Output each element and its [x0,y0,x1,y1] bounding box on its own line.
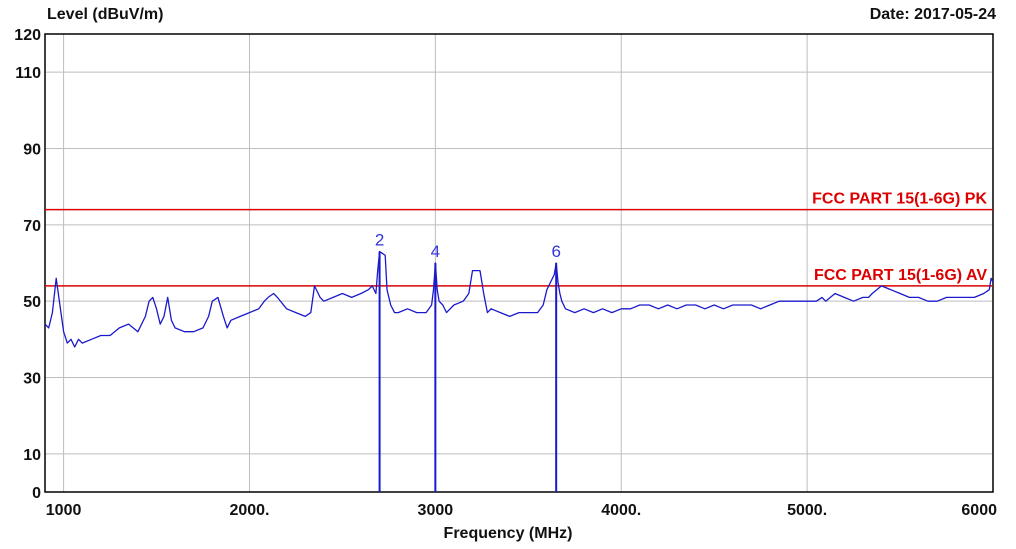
y-tick-label: 110 [15,65,41,82]
y-tick-label: 50 [23,294,41,311]
x-axis-label: Frequency (MHz) [443,525,573,542]
y-tick-label: 0 [32,485,41,502]
x-tick-label: 5000. [787,502,827,519]
marker-drop-lines [378,251,558,492]
limit-lines: FCC PART 15(1-6G) PK FCC PART 15(1-6G) AV [45,191,993,287]
x-tick-label: 6000 [961,502,997,519]
grid-lines [45,33,994,493]
x-tick-label: 4000. [601,502,641,519]
y-tick-label: 90 [23,142,41,159]
y-axis-ticks: 0 10 30 50 70 90 110 120 [14,27,41,502]
x-axis-ticks: 1000 2000. 3000 4000. 5000. 6000 [46,502,997,519]
y-tick-label: 70 [23,218,41,235]
limit-line-label: FCC PART 15(1-6G) PK [812,191,987,208]
test-date: Date: 2017-05-24 [869,6,996,23]
marker-label: 6 [551,242,560,261]
marker-label: 4 [431,242,440,261]
y-tick-label: 10 [23,447,41,464]
x-tick-label: 1000 [46,502,82,519]
x-tick-label: 2000. [229,502,269,519]
x-tick-label: 3000 [418,502,454,519]
y-axis-label: Level (dBuV/m) [47,6,164,23]
spectrum-trace [44,250,994,348]
limit-line-label: FCC PART 15(1-6G) AV [814,267,987,284]
marker-label: 2 [375,231,384,250]
y-tick-label: 30 [23,371,41,388]
y-tick-label: 120 [14,27,41,44]
marker-labels: 2 4 6 [375,231,561,261]
plot-frame [44,33,994,493]
